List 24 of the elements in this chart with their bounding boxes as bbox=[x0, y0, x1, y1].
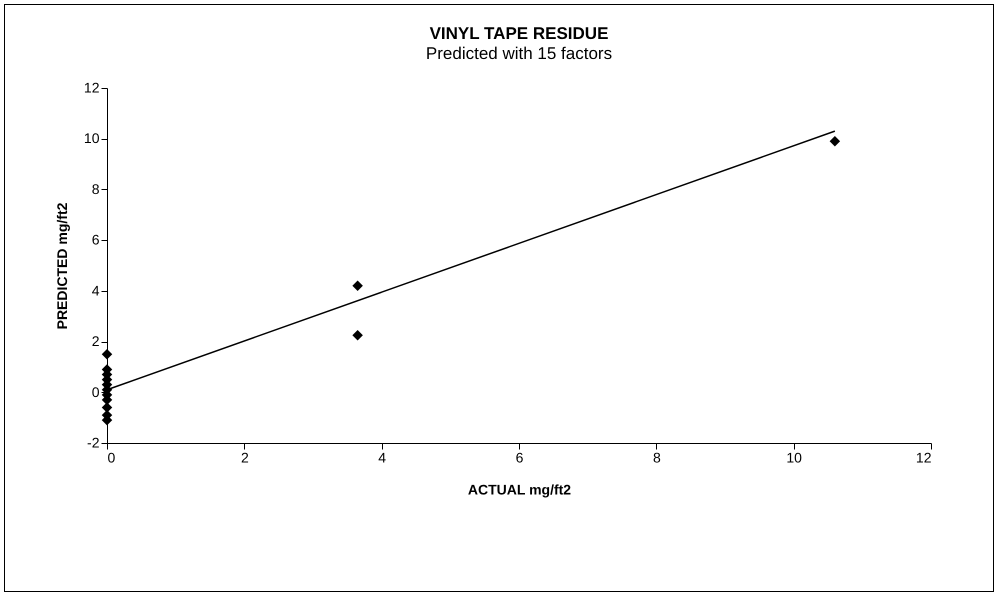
x-tick-label: 8 bbox=[652, 450, 661, 466]
y-axis-title: PREDICTED mg/ft2 bbox=[54, 202, 70, 330]
point bbox=[102, 349, 112, 360]
y-tick-label: 6 bbox=[92, 232, 100, 248]
point bbox=[352, 280, 363, 292]
y-tick-label: 4 bbox=[92, 282, 100, 298]
y-tick-label: -2 bbox=[87, 434, 100, 450]
x-tick-label: 6 bbox=[516, 450, 524, 466]
x-tick-label: 10 bbox=[786, 450, 802, 466]
y-tick-label: 0 bbox=[92, 384, 100, 400]
x-axis-title: ACTUAL mg/ft2 bbox=[468, 482, 572, 498]
x-tick-label: 0 bbox=[108, 450, 116, 466]
point bbox=[830, 136, 840, 146]
chart-subtitle: Predicted with 15 factors bbox=[426, 44, 612, 63]
y-tick-label: 10 bbox=[84, 130, 100, 146]
x-tick-label: 2 bbox=[240, 450, 249, 466]
x-tick-label: 4 bbox=[378, 450, 386, 466]
y-tick-label: 12 bbox=[84, 80, 100, 96]
x-tick-label: 12 bbox=[916, 450, 932, 466]
point bbox=[352, 330, 363, 340]
point bbox=[102, 402, 112, 413]
chart-title: VINYL TAPE RESIDUE bbox=[430, 24, 608, 43]
y-tick-label: 2 bbox=[92, 333, 100, 350]
y-tick-label: 8 bbox=[92, 180, 100, 197]
